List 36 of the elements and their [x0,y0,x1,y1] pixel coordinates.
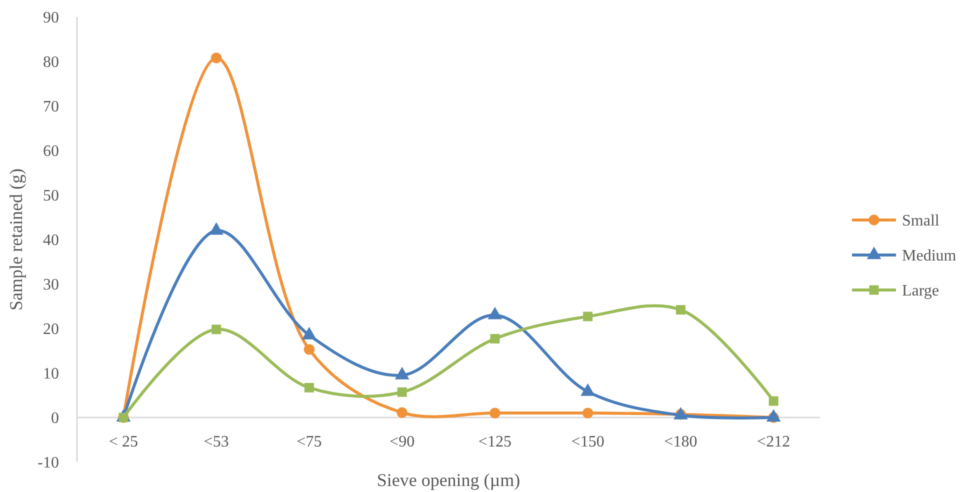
point [768,396,778,406]
point [490,408,500,418]
x-tick-label: <53 [204,434,229,450]
point [396,407,408,418]
point [582,408,594,418]
y-tick-label: 0 [51,410,59,428]
x-tick-label: <212 [757,434,790,450]
point [583,312,593,322]
y-tick-label: 60 [43,143,59,160]
x-tick-label: <75 [296,434,322,450]
legend-label: Large [902,282,940,300]
point [490,334,500,344]
point [304,382,314,392]
point [397,387,407,397]
legend-label: Medium [902,248,957,265]
y-tick-label: 80 [43,54,59,72]
point [304,344,315,355]
x-axis-title: Sieve opening (µm) [376,470,520,490]
legend-label: Small [902,212,940,230]
x-tick-label: <150 [571,434,604,450]
point [676,305,686,315]
point [212,324,222,334]
y-tick-label: -10 [38,454,59,472]
point [210,52,222,64]
x-tick-label: <90 [390,434,415,450]
y-tick-label: 70 [43,98,59,116]
y-tick-label: 90 [43,10,59,27]
y-tick-label: 20 [43,321,59,338]
y-tick-label: 40 [43,232,59,250]
x-tick-label: <125 [478,434,512,450]
y-axis-title: Sample retained (g) [6,168,26,310]
x-tick-label: <180 [664,434,698,450]
y-tick-label: 10 [43,366,59,383]
y-tick-label: 50 [43,188,59,205]
x-tick-label: < 25 [108,434,138,450]
y-tick-label: 30 [43,276,59,294]
